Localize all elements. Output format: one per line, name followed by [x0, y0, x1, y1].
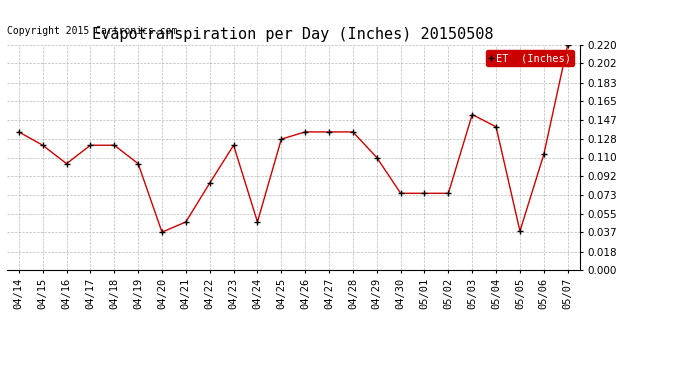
- ET  (Inches): [230, 143, 238, 147]
- Legend: ET  (Inches): ET (Inches): [486, 50, 574, 66]
- ET  (Inches): [134, 161, 142, 166]
- ET  (Inches): [348, 130, 357, 134]
- ET  (Inches): [158, 230, 166, 234]
- ET  (Inches): [86, 143, 95, 147]
- ET  (Inches): [492, 124, 500, 129]
- ET  (Inches): [444, 191, 453, 195]
- ET  (Inches): [14, 130, 23, 134]
- ET  (Inches): [373, 155, 381, 160]
- Text: Copyright 2015 Cartronics.com: Copyright 2015 Cartronics.com: [7, 26, 177, 36]
- ET  (Inches): [206, 181, 214, 185]
- ET  (Inches): [253, 220, 262, 224]
- ET  (Inches): [540, 152, 548, 157]
- ET  (Inches): [62, 161, 70, 166]
- ET  (Inches): [420, 191, 428, 195]
- ET  (Inches): [181, 220, 190, 224]
- Line: ET  (Inches): ET (Inches): [16, 42, 571, 235]
- ET  (Inches): [397, 191, 405, 195]
- ET  (Inches): [468, 112, 476, 117]
- ET  (Inches): [110, 143, 119, 147]
- ET  (Inches): [277, 137, 286, 141]
- ET  (Inches): [516, 229, 524, 233]
- ET  (Inches): [301, 130, 309, 134]
- ET  (Inches): [564, 43, 572, 47]
- ET  (Inches): [325, 130, 333, 134]
- ET  (Inches): [39, 143, 47, 147]
- Title: Evapotranspiration per Day (Inches) 20150508: Evapotranspiration per Day (Inches) 2015…: [92, 27, 494, 42]
